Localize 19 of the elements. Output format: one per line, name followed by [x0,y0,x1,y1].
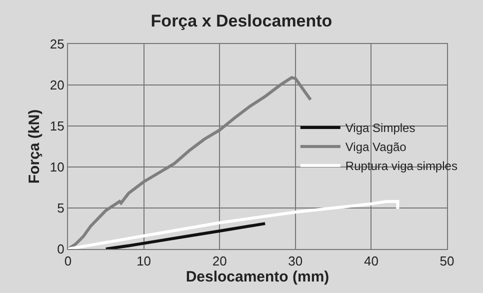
y-tick-label: 5 [57,200,64,216]
legend-label: Ruptura viga simples [345,159,458,174]
y-tick-label: 10 [50,160,64,175]
x-tick-label: 50 [440,254,454,269]
x-axis-title: Deslocamento (mm) [186,268,330,286]
y-tick-label: 0 [57,242,64,257]
y-tick-label: 25 [50,36,64,52]
x-tick-label: 30 [288,254,303,269]
x-tick-label: 40 [364,254,378,269]
line-series [104,222,267,249]
x-tick-label: 20 [212,254,227,269]
y-tick-label: 15 [50,118,64,134]
y-tick-label: 20 [50,78,64,93]
y-axis-title: Força (kN) [26,109,44,184]
legend-label: Viga Vagão [345,140,407,154]
line-series [68,200,400,249]
legend-label: Viga Simples [345,121,416,136]
x-tick-label: 10 [136,254,152,269]
chart-title: Força x Deslocamento [150,12,332,31]
